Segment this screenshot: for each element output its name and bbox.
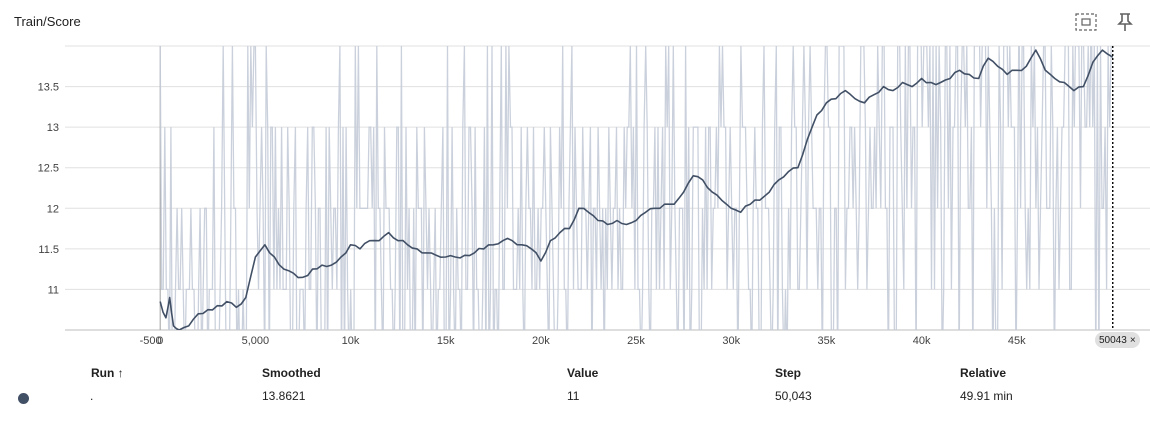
y-tick-label: 13.5 <box>38 82 59 94</box>
run-color-dot <box>18 393 29 404</box>
x-tick-label: 40k <box>913 335 931 346</box>
cell-run: . <box>90 389 94 403</box>
fit-domain-icon <box>1075 13 1097 31</box>
y-tick-label: 13 <box>47 122 59 134</box>
header-value: Value <box>567 366 599 380</box>
header-smoothed: Smoothed <box>262 366 321 380</box>
cell-step: 50,043 <box>775 389 812 403</box>
x-tick-label: 20k <box>532 335 550 346</box>
header-run[interactable]: Run ↑ <box>91 366 124 380</box>
pin-button[interactable] <box>1112 10 1138 34</box>
x-tick-label: 25k <box>627 335 645 346</box>
x-tick-label: 35k <box>818 335 836 346</box>
x-tick-label: 15k <box>437 335 455 346</box>
y-tick-label: 11 <box>48 284 59 296</box>
header-relative: Relative <box>960 366 1007 380</box>
fit-domain-button[interactable] <box>1073 10 1099 34</box>
x-tick-label: 30k <box>722 335 740 346</box>
cell-value: 11 <box>567 389 580 403</box>
y-tick-label: 11.5 <box>38 244 59 256</box>
y-tick-label: 12 <box>47 203 59 215</box>
cell-relative: 49.91 min <box>960 389 1013 403</box>
x-tick-label: -500 <box>140 335 162 346</box>
close-icon[interactable]: × <box>1129 334 1136 346</box>
smoothed-series-line <box>159 49 1114 330</box>
step-cursor-chip[interactable]: 50043 × <box>1095 332 1140 348</box>
card-title: Train/Score <box>14 14 81 29</box>
x-tick-label: 45k <box>1008 335 1026 346</box>
x-tick-label: 10k <box>342 335 360 346</box>
y-tick-label: 12.5 <box>38 163 59 175</box>
raw-series-line <box>159 46 1113 330</box>
x-tick-label: 0 <box>157 335 163 346</box>
step-cursor-label: 50043 <box>1099 334 1127 346</box>
pin-icon <box>1117 13 1133 31</box>
header-step: Step <box>775 366 802 380</box>
cell-smoothed: 13.8621 <box>262 389 306 403</box>
x-tick-label: 5,000 <box>242 335 270 346</box>
